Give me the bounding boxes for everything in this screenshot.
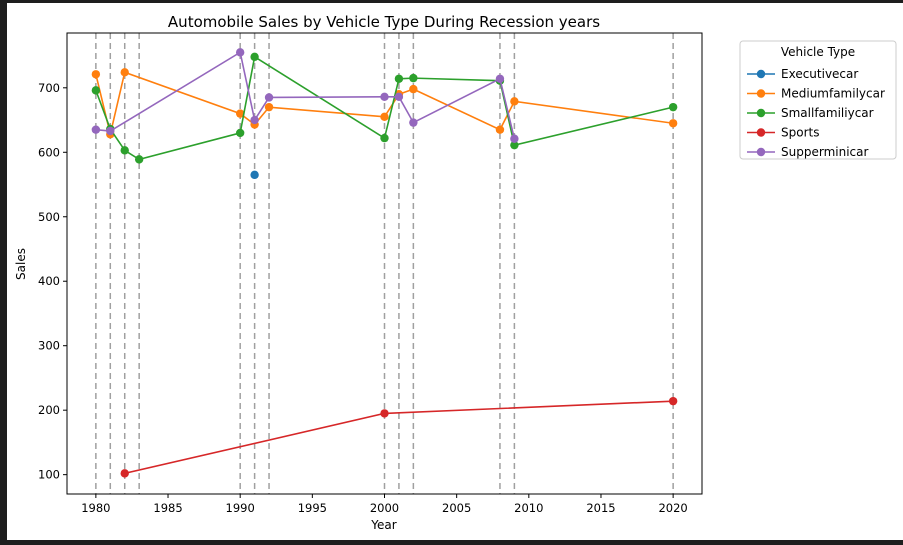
legend-title: Vehicle Type [781, 45, 855, 59]
data-point-smallfamiliycar-1991 [250, 52, 259, 62]
y-tick-label-300: 300 [38, 339, 60, 353]
data-point-smallfamiliycar-1983 [134, 155, 144, 164]
legend-swatch-marker-executivecar [756, 69, 766, 79]
data-point-smallfamiliycar-2009 [510, 140, 519, 150]
data-point-smallfamiliycar-2000 [380, 133, 389, 143]
y-tick-label-100: 100 [38, 468, 60, 482]
data-point-smallfamiliycar-1982 [120, 146, 129, 155]
data-point-supperminicar-2009 [510, 134, 519, 143]
data-point-executivecar-1991 [250, 170, 259, 180]
legend-label-mediumfamilycar: Mediumfamilycar [781, 87, 885, 101]
data-point-mediumfamilycar-1992 [264, 102, 274, 112]
x-tick-label-2020: 2020 [658, 501, 687, 515]
data-point-supperminicar-1991 [250, 115, 259, 125]
data-point-supperminicar-2002 [409, 118, 418, 127]
data-point-mediumfamilycar-2002 [409, 84, 418, 94]
legend-item-executivecar: Executivecar [747, 67, 858, 81]
series-sports [120, 396, 678, 478]
y-tick-label-400: 400 [38, 274, 60, 288]
legend-item-mediumfamilycar: Mediumfamilycar [747, 87, 885, 101]
x-tick-label-2005: 2005 [442, 501, 471, 515]
legend-swatch-marker-supperminicar [756, 147, 766, 157]
y-tick-label-200: 200 [38, 403, 60, 417]
data-point-supperminicar-1980 [91, 125, 101, 134]
legend-swatch-marker-smallfamiliycar [756, 108, 766, 118]
data-point-supperminicar-2008 [495, 74, 505, 83]
data-point-mediumfamilycar-2000 [380, 112, 389, 122]
x-tick-label-1995: 1995 [298, 501, 327, 515]
series-line-supperminicar [95, 51, 516, 139]
data-point-smallfamiliycar-2002 [409, 73, 418, 83]
series-supperminicar [91, 48, 519, 143]
chart-figure: Automobile Sales by Vehicle Type During … [7, 3, 903, 540]
data-point-sports-2000 [380, 409, 389, 418]
x-tick-label-2000: 2000 [370, 501, 399, 515]
data-point-mediumfamilycar-1980 [91, 70, 101, 79]
legend-label-executivecar: Executivecar [781, 67, 858, 81]
x-tick-label-2015: 2015 [586, 501, 615, 515]
x-tick-label-1985: 1985 [153, 501, 182, 515]
y-axis-title: Sales [14, 248, 28, 280]
legend-label-smallfamiliycar: Smallfamiliycar [781, 106, 874, 120]
line-chart: Automobile Sales by Vehicle Type During … [14, 13, 897, 532]
legend-label-sports: Sports [781, 126, 819, 140]
recession-year-lines [95, 33, 674, 494]
data-point-mediumfamilycar-1982 [120, 68, 129, 77]
data-point-smallfamiliycar-1990 [235, 128, 245, 138]
x-axis: 1980 1985 1990 1995 2000 2005 2010 2015 2020 [81, 494, 688, 515]
legend-label-supperminicar: Supperminicar [781, 145, 868, 159]
data-point-smallfamiliycar-2001 [394, 74, 404, 83]
data-point-mediumfamilycar-2020 [668, 119, 678, 128]
data-point-sports-2020 [668, 396, 678, 406]
y-axis: 100 200 300 400 500 600 700 [38, 81, 67, 482]
data-point-supperminicar-1990 [235, 48, 245, 57]
legend-item-supperminicar: Supperminicar [747, 145, 868, 159]
data-point-supperminicar-2001 [394, 92, 404, 102]
series-line-mediumfamilycar [95, 71, 674, 135]
data-point-sports-1982 [120, 469, 129, 478]
legend-item-smallfamiliycar: Smallfamiliycar [747, 106, 874, 120]
data-point-mediumfamilycar-2008 [495, 125, 505, 134]
legend-item-sports: Sports [747, 126, 819, 140]
chart-title: Automobile Sales by Vehicle Type During … [168, 13, 600, 31]
x-axis-title: Year [370, 518, 396, 532]
x-tick-label-1980: 1980 [81, 501, 110, 515]
data-point-supperminicar-1981 [106, 126, 115, 136]
x-tick-label-1990: 1990 [226, 501, 255, 515]
legend-box [739, 40, 897, 160]
data-point-smallfamiliycar-2020 [668, 102, 678, 112]
x-tick-label-2010: 2010 [514, 501, 543, 515]
legend-swatch-marker-sports [756, 128, 766, 137]
data-point-mediumfamilycar-1990 [235, 109, 245, 118]
data-point-mediumfamilycar-2009 [510, 97, 519, 106]
y-tick-label-700: 700 [38, 81, 60, 95]
y-tick-label-500: 500 [38, 210, 60, 224]
legend-swatch-marker-mediumfamilycar [756, 89, 766, 98]
y-tick-label-600: 600 [38, 145, 60, 159]
legend: Vehicle Type Executivecar Mediumfamilycar… [739, 40, 897, 160]
data-point-supperminicar-2000 [380, 92, 389, 102]
series-executivecar [250, 170, 259, 180]
data-point-supperminicar-1992 [264, 93, 274, 102]
data-point-smallfamiliycar-1980 [91, 86, 101, 95]
series-layer [91, 48, 678, 478]
